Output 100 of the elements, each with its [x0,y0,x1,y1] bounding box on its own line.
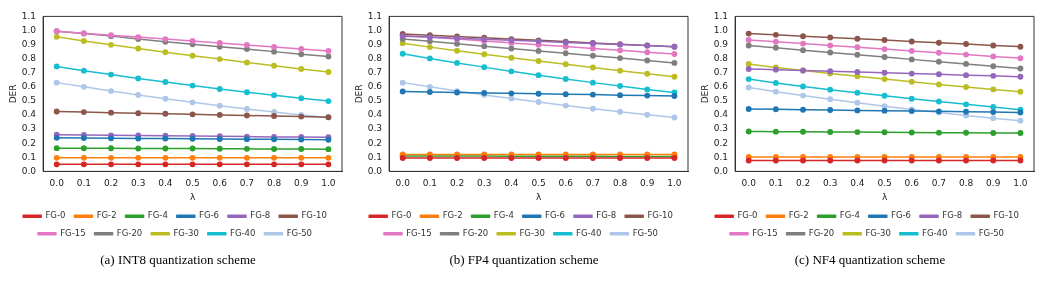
y-tick-label: 0.7 [21,67,37,78]
x-tick-label: 0.9 [294,178,309,189]
legend-label: FG-15 [406,227,432,238]
x-axis-title: λ [881,191,888,202]
y-tick-label: 1.1 [21,10,37,21]
y-tick-label: 0.2 [21,137,37,148]
legend-label: FG-30 [519,227,545,238]
y-tick-label: 0.9 [367,38,383,49]
legend-label: FG-4 [493,210,514,221]
y-axis-title: DER [699,84,710,104]
legend-label: FG-0 [391,210,412,221]
y-tick-label: 0.1 [713,151,729,162]
y-tick-label: 0.6 [713,81,729,92]
x-tick-label: 0.0 [395,178,411,189]
x-tick-label: 0.1 [76,178,92,189]
legend-label: FG-40 [922,227,948,238]
x-tick-label: 0.9 [986,178,1001,189]
x-tick-label: 0.2 [795,178,811,189]
y-axis-title: DER [353,84,364,104]
legend-label: FG-10 [301,210,327,221]
y-tick-label: 0.0 [367,165,383,176]
x-tick-label: 0.3 [823,178,838,189]
y-tick-label: 0.3 [21,123,37,134]
legend-label: FG-2 [442,210,463,221]
y-tick-label: 0.0 [21,165,37,176]
y-tick-label: 0.7 [367,67,383,78]
x-tick-label: 1.0 [667,178,682,189]
x-tick-label: 0.5 [877,178,892,189]
x-tick-label: 0.3 [131,178,146,189]
legend-label: FG-8 [596,210,617,221]
y-tick-label: 1.1 [367,10,383,21]
x-tick-label: 0.6 [558,178,574,189]
x-tick-label: 0.7 [931,178,947,189]
legend-label: FG-6 [891,210,911,221]
x-tick-label: 0.5 [531,178,546,189]
x-tick-label: 1.0 [1013,178,1028,189]
text: (b) FP4 quantization scheme [448,252,600,268]
legend-label: FG-6 [545,210,565,221]
x-tick-label: 0.6 [212,178,228,189]
x-tick-label: 0.0 [49,178,65,189]
x-tick-label: 0.7 [239,178,255,189]
y-tick-label: 0.8 [713,53,729,64]
x-tick-label: 0.0 [741,178,757,189]
y-tick-label: 1.0 [21,24,37,35]
legend-label: FG-40 [576,227,602,238]
legend-label: FG-50 [286,227,313,238]
y-tick-label: 0.4 [367,109,383,120]
y-tick-label: 1.0 [367,24,383,35]
text: (c) NF4 quantization scheme [793,252,947,268]
legend-label: FG-10 [993,210,1019,221]
x-tick-label: 0.7 [585,178,601,189]
legend-label: FG-15 [60,227,86,238]
x-axis-title: λ [535,191,542,202]
y-tick-label: 0.5 [21,95,37,106]
legend-label: FG-0 [737,210,758,221]
y-tick-label: 0.4 [21,109,37,120]
y-tick-label: 0.7 [713,67,729,78]
legend-label: FG-20 [116,227,143,238]
y-tick-label: 0.1 [367,151,383,162]
y-tick-label: 0.3 [713,123,729,134]
legend-label: FG-20 [462,227,489,238]
legend-label: FG-20 [808,227,835,238]
x-tick-label: 0.9 [640,178,655,189]
legend-label: FG-2 [96,210,117,221]
x-tick-label: 0.8 [958,178,974,189]
x-axis-title: λ [189,191,196,202]
y-tick-label: 0.5 [367,95,383,106]
y-axis-title: DER [7,84,18,104]
x-tick-label: 0.4 [504,178,519,189]
y-tick-label: 0.4 [713,109,729,120]
x-tick-label: 0.5 [185,178,200,189]
y-tick-label: 0.6 [21,81,37,92]
x-tick-label: 0.3 [477,178,492,189]
legend-label: FG-30 [865,227,891,238]
x-tick-label: 0.2 [449,178,465,189]
x-tick-label: 0.1 [768,178,784,189]
y-tick-label: 0.0 [713,165,729,176]
legend-label: FG-2 [788,210,809,221]
x-tick-label: 0.8 [266,178,282,189]
legend-label: FG-8 [942,210,963,221]
legend-label: FG-4 [839,210,860,221]
legend-label: FG-0 [45,210,66,221]
y-tick-label: 0.9 [21,38,37,49]
x-tick-label: 0.8 [612,178,628,189]
legend-label: FG-10 [647,210,673,221]
y-tick-label: 0.9 [713,38,729,49]
x-tick-label: 0.4 [850,178,865,189]
x-tick-label: 1.0 [321,178,336,189]
y-tick-label: 1.0 [713,24,729,35]
y-tick-label: 0.2 [713,137,729,148]
y-tick-label: 0.8 [367,53,383,64]
x-tick-label: 0.2 [103,178,119,189]
text: (a) INT8 quantization scheme [99,252,257,268]
legend-label: FG-50 [632,227,659,238]
legend-label: FG-50 [978,227,1005,238]
y-tick-label: 0.5 [713,95,729,106]
legend-label: FG-8 [250,210,271,221]
legend-label: FG-40 [230,227,256,238]
legend-label: FG-4 [147,210,168,221]
y-tick-label: 0.8 [21,53,37,64]
